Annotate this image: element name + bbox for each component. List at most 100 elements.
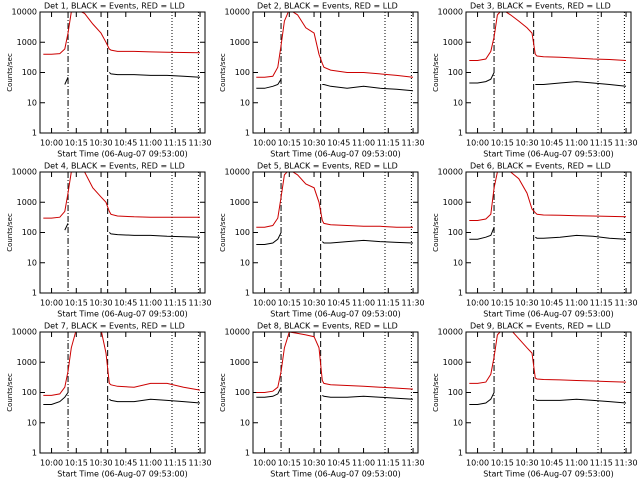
y-axis-label: Counts/sec: [6, 373, 14, 412]
x-tick-label: 10:00: [466, 139, 489, 148]
y-tick-label: 1000: [443, 198, 463, 207]
y-tick-label: 100: [22, 68, 37, 77]
series-line: [469, 332, 627, 384]
x-axis-label: Start Time (06-Aug-07 09:53:00): [483, 150, 614, 159]
x-tick-label: 10:45: [327, 299, 350, 308]
y-tick-label: 10: [27, 258, 37, 267]
x-tick-label: 10:45: [114, 459, 137, 468]
y-tick-label: 1: [245, 129, 250, 138]
x-tick-label: 11:15: [164, 459, 187, 468]
x-tick-label: 11:15: [164, 139, 187, 148]
x-tick-label: 10:45: [540, 139, 563, 148]
series-line: [43, 332, 201, 396]
x-tick-label: 11:00: [139, 459, 162, 468]
series-line: [256, 172, 413, 228]
panel: Det 9, BLACK = Events, RED = LLD Start Ti…: [432, 322, 638, 479]
x-tick-label: 10:15: [491, 459, 514, 468]
x-axis-label: Start Time (06-Aug-07 09:53:00): [57, 150, 188, 159]
series-line: [469, 72, 627, 87]
y-tick-label: 10000: [225, 328, 250, 337]
y-tick-label: 10: [240, 418, 250, 427]
x-axis-label: Start Time (06-Aug-07 09:53:00): [57, 470, 188, 479]
y-tick-label: 10: [453, 258, 463, 267]
y-tick-label: 1000: [17, 38, 37, 47]
x-tick-label: 10:45: [540, 299, 563, 308]
chart-title: Det 6, BLACK = Events, RED = LLD: [470, 162, 611, 171]
series-line: [469, 172, 627, 221]
y-tick-label: 10000: [12, 168, 37, 177]
x-tick-label: 11:15: [377, 459, 400, 468]
plot-frame: [39, 331, 206, 454]
x-axis-label: Start Time (06-Aug-07 09:53:00): [270, 310, 401, 319]
chart-title: Det 4, BLACK = Events, RED = LLD: [44, 162, 185, 171]
panel: Det 2, BLACK = Events, RED = LLD Start Ti…: [219, 2, 425, 159]
x-tick-label: 11:30: [402, 459, 425, 468]
y-tick-label: 10: [453, 98, 463, 107]
y-tick-label: 10: [240, 98, 250, 107]
plot-area: [43, 332, 201, 453]
x-tick-label: 10:15: [65, 139, 88, 148]
panel: Det 7, BLACK = Events, RED = LLD Start Ti…: [6, 322, 212, 479]
y-tick-label: 1000: [17, 198, 37, 207]
x-tick-label: 10:30: [516, 139, 539, 148]
x-tick-label: 10:00: [40, 139, 63, 148]
plot-area: [469, 332, 627, 453]
y-axis-label: Counts/sec: [219, 373, 227, 412]
x-tick-label: 11:30: [189, 299, 212, 308]
y-tick-label: 10: [27, 418, 37, 427]
y-tick-label: 1: [458, 289, 463, 298]
y-tick-label: 100: [22, 228, 37, 237]
plot-frame: [465, 11, 632, 134]
x-tick-label: 11:00: [565, 299, 588, 308]
plot-area: [256, 332, 414, 453]
y-tick-label: 1: [458, 449, 463, 458]
x-tick-label: 11:30: [615, 459, 638, 468]
y-tick-label: 1000: [230, 198, 250, 207]
x-tick-label: 10:00: [40, 299, 63, 308]
series-line: [43, 172, 200, 219]
chart-title: Det 5, BLACK = Events, RED = LLD: [257, 162, 398, 171]
x-tick-label: 11:00: [352, 459, 375, 468]
series-line: [256, 232, 414, 245]
series-line: [43, 12, 201, 55]
series-line: [469, 392, 627, 405]
y-tick-label: 10000: [12, 328, 37, 337]
x-tick-label: 10:30: [303, 139, 326, 148]
plot-frame: [252, 331, 419, 454]
y-tick-label: 1000: [230, 358, 250, 367]
y-tick-label: 10000: [225, 168, 250, 177]
x-tick-label: 10:00: [253, 459, 276, 468]
y-tick-label: 100: [235, 388, 250, 397]
panel: Det 6, BLACK = Events, RED = LLD Start Ti…: [432, 162, 638, 319]
plot-area: [469, 12, 627, 133]
y-tick-label: 1000: [17, 358, 37, 367]
y-tick-label: 10000: [225, 8, 250, 17]
x-tick-label: 10:30: [90, 459, 113, 468]
y-tick-label: 100: [235, 228, 250, 237]
x-tick-label: 11:15: [590, 299, 613, 308]
x-tick-label: 10:45: [114, 299, 137, 308]
y-tick-label: 100: [448, 228, 463, 237]
chart-title: Det 8, BLACK = Events, RED = LLD: [257, 322, 398, 331]
y-tick-label: 10000: [12, 8, 37, 17]
x-tick-label: 10:30: [303, 299, 326, 308]
x-tick-label: 11:30: [189, 459, 212, 468]
plot-frame: [252, 171, 419, 294]
x-tick-label: 10:00: [466, 459, 489, 468]
series-line: [64, 72, 201, 85]
x-tick-label: 10:15: [278, 299, 301, 308]
y-axis-label: Counts/sec: [432, 53, 440, 92]
x-tick-label: 10:45: [327, 139, 350, 148]
x-tick-label: 10:30: [90, 299, 113, 308]
y-tick-label: 1: [458, 129, 463, 138]
x-tick-label: 10:45: [114, 139, 137, 148]
series-line: [256, 386, 414, 400]
x-tick-label: 10:15: [65, 299, 88, 308]
x-axis-label: Start Time (06-Aug-07 09:53:00): [483, 310, 614, 319]
x-axis-label: Start Time (06-Aug-07 09:53:00): [270, 470, 401, 479]
y-axis-label: Counts/sec: [6, 53, 14, 92]
x-tick-label: 11:00: [139, 139, 162, 148]
x-tick-label: 10:45: [327, 459, 350, 468]
y-tick-label: 1: [32, 289, 37, 298]
